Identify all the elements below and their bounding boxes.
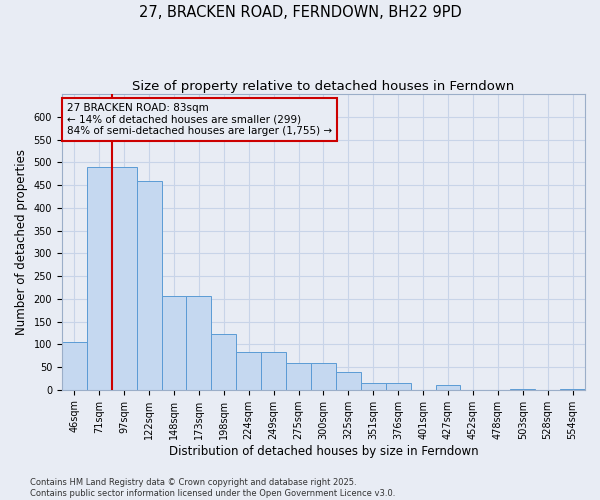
Bar	[161, 296, 187, 390]
Bar	[211, 334, 236, 390]
Bar	[510, 389, 535, 390]
Bar	[62, 342, 87, 390]
Bar	[386, 384, 410, 390]
Bar	[336, 372, 361, 390]
Text: 27 BRACKEN ROAD: 83sqm
← 14% of detached houses are smaller (299)
84% of semi-de: 27 BRACKEN ROAD: 83sqm ← 14% of detached…	[67, 103, 332, 136]
Bar	[112, 167, 137, 390]
Bar	[361, 384, 386, 390]
Bar	[286, 364, 311, 390]
Text: Contains HM Land Registry data © Crown copyright and database right 2025.
Contai: Contains HM Land Registry data © Crown c…	[30, 478, 395, 498]
Bar	[311, 364, 336, 390]
Bar	[236, 352, 261, 390]
Bar	[87, 167, 112, 390]
Bar	[560, 389, 585, 390]
Bar	[187, 296, 211, 390]
Title: Size of property relative to detached houses in Ferndown: Size of property relative to detached ho…	[133, 80, 515, 93]
Text: 27, BRACKEN ROAD, FERNDOWN, BH22 9PD: 27, BRACKEN ROAD, FERNDOWN, BH22 9PD	[139, 5, 461, 20]
Bar	[436, 385, 460, 390]
X-axis label: Distribution of detached houses by size in Ferndown: Distribution of detached houses by size …	[169, 444, 478, 458]
Y-axis label: Number of detached properties: Number of detached properties	[15, 149, 28, 335]
Bar	[261, 352, 286, 390]
Bar	[137, 180, 161, 390]
